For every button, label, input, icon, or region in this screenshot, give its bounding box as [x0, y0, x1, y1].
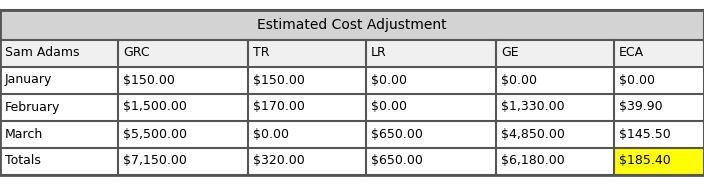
- Bar: [0, 66, 118, 93]
- Text: Sam Adams: Sam Adams: [5, 47, 80, 59]
- Text: GRC: GRC: [123, 47, 150, 59]
- Text: Estimated Cost Adjustment: Estimated Cost Adjustment: [257, 17, 447, 31]
- Bar: [0, 10, 704, 174]
- Text: $0.00: $0.00: [371, 73, 407, 86]
- Text: $150.00: $150.00: [123, 73, 175, 86]
- Text: $650.00: $650.00: [371, 128, 423, 141]
- Text: $1,330.00: $1,330.00: [501, 100, 565, 114]
- Text: $0.00: $0.00: [619, 73, 655, 86]
- Bar: [248, 148, 366, 174]
- Bar: [614, 121, 704, 148]
- Bar: [614, 93, 704, 121]
- Bar: [366, 121, 496, 148]
- Text: LR: LR: [371, 47, 386, 59]
- Text: ECA: ECA: [619, 47, 644, 59]
- Bar: [118, 148, 248, 174]
- Bar: [496, 66, 614, 93]
- Text: $39.90: $39.90: [619, 100, 662, 114]
- Text: GE: GE: [501, 47, 519, 59]
- Text: $7,150.00: $7,150.00: [123, 155, 187, 167]
- Bar: [366, 93, 496, 121]
- Bar: [496, 121, 614, 148]
- Bar: [248, 93, 366, 121]
- Bar: [366, 66, 496, 93]
- Text: Totals: Totals: [5, 155, 41, 167]
- Bar: [496, 148, 614, 174]
- Bar: [118, 93, 248, 121]
- Text: $145.50: $145.50: [619, 128, 671, 141]
- Bar: [496, 93, 614, 121]
- Text: $0.00: $0.00: [253, 128, 289, 141]
- Bar: [248, 40, 366, 66]
- Text: $1,500.00: $1,500.00: [123, 100, 187, 114]
- Bar: [0, 10, 704, 40]
- Bar: [366, 148, 496, 174]
- Bar: [118, 40, 248, 66]
- Text: March: March: [5, 128, 43, 141]
- Text: $150.00: $150.00: [253, 73, 305, 86]
- Text: $4,850.00: $4,850.00: [501, 128, 565, 141]
- Bar: [366, 40, 496, 66]
- Bar: [0, 93, 118, 121]
- Bar: [614, 66, 704, 93]
- Bar: [614, 40, 704, 66]
- Text: $5,500.00: $5,500.00: [123, 128, 187, 141]
- Text: TR: TR: [253, 47, 270, 59]
- Text: February: February: [5, 100, 61, 114]
- Text: $170.00: $170.00: [253, 100, 305, 114]
- Bar: [496, 40, 614, 66]
- Bar: [0, 121, 118, 148]
- Bar: [118, 121, 248, 148]
- Bar: [614, 148, 704, 174]
- Text: $6,180.00: $6,180.00: [501, 155, 565, 167]
- Text: $185.40: $185.40: [619, 155, 671, 167]
- Text: $0.00: $0.00: [371, 100, 407, 114]
- Text: $0.00: $0.00: [501, 73, 537, 86]
- Text: $320.00: $320.00: [253, 155, 305, 167]
- Bar: [248, 66, 366, 93]
- Text: January: January: [5, 73, 52, 86]
- Text: $650.00: $650.00: [371, 155, 423, 167]
- Bar: [0, 40, 118, 66]
- Bar: [118, 66, 248, 93]
- Bar: [0, 148, 118, 174]
- Bar: [248, 121, 366, 148]
